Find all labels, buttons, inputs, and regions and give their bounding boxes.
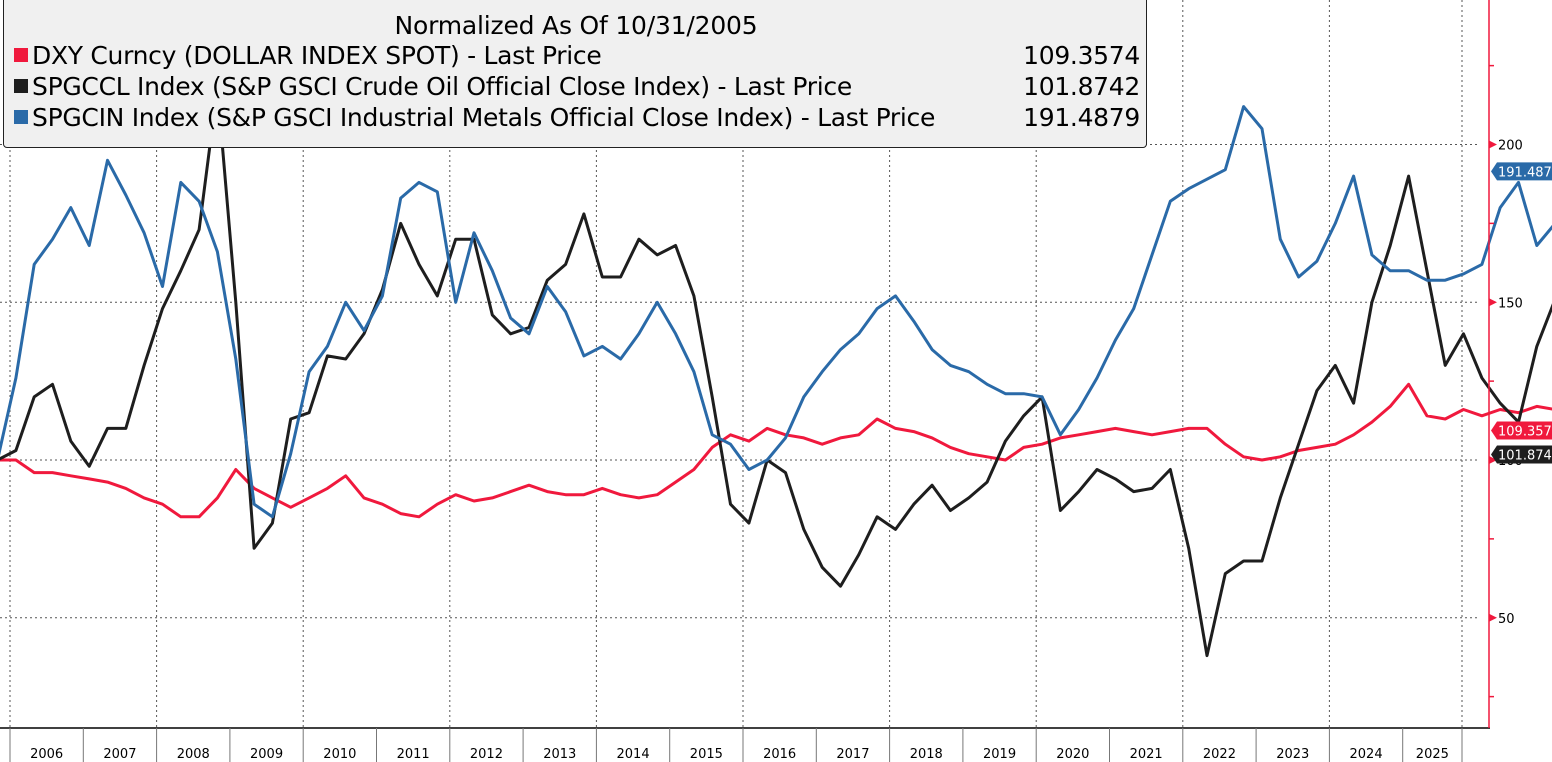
x-tick-label: 2020 xyxy=(1056,747,1089,762)
legend-label: DXY Curncy (DOLLAR INDEX SPOT) - Last Pr… xyxy=(32,41,602,70)
legend-row-spgcin: SPGCIN Index (S&P GSCI Industrial Metals… xyxy=(14,103,1140,133)
legend-row-dxy: DXY Curncy (DOLLAR INDEX SPOT) - Last Pr… xyxy=(14,41,1140,71)
x-tick-label: 2010 xyxy=(323,747,356,762)
y-tick-label: 200 xyxy=(1498,139,1523,154)
tag-value: 109.3574 xyxy=(1498,424,1552,439)
y-tick-label: 50 xyxy=(1498,612,1515,627)
legend-swatch-black xyxy=(14,79,28,93)
x-tick-label: 2022 xyxy=(1203,747,1236,762)
x-tick-label: 2012 xyxy=(470,747,503,762)
tag-value: 191.4879 xyxy=(1498,165,1552,180)
x-tick-label: 2015 xyxy=(690,747,723,762)
x-tick-label: 2025 xyxy=(1416,747,1449,762)
y-tick-marker xyxy=(1489,613,1497,622)
x-tick-label: 2006 xyxy=(30,747,63,762)
last-value-tags: 109.3574 101.8742 191.4879 xyxy=(1491,162,1552,464)
tag-value: 101.8742 xyxy=(1498,448,1552,463)
y-tick-marker xyxy=(1489,140,1497,149)
legend-value: 101.8742 xyxy=(1023,72,1140,101)
x-tick-label: 2011 xyxy=(397,747,430,762)
x-tick-label: 2016 xyxy=(763,747,796,762)
last-value-tag-0: 109.3574 xyxy=(1491,421,1552,440)
x-tick-label: 2018 xyxy=(910,747,943,762)
tag-shape xyxy=(1491,445,1552,464)
y-tick-marker xyxy=(1489,456,1497,464)
legend: Normalized As Of 10/31/2005 DXY Curncy (… xyxy=(3,0,1147,148)
legend-value: 109.3574 xyxy=(1023,41,1140,70)
legend-label: SPGCIN Index (S&P GSCI Industrial Metals… xyxy=(32,103,936,132)
x-tick-label: 2008 xyxy=(177,747,210,762)
y-tick-label: 150 xyxy=(1498,296,1523,311)
x-tick-label: 2007 xyxy=(103,747,136,762)
series-lines xyxy=(0,86,1552,658)
x-tick-label: 2009 xyxy=(250,747,283,762)
series-line-1 xyxy=(0,86,1552,658)
x-tick-label: 2014 xyxy=(617,747,650,762)
tag-shape xyxy=(1491,421,1552,440)
legend-swatch-red xyxy=(14,48,28,62)
legend-row-spgccl: SPGCCL Index (S&P GSCI Crude Oil Officia… xyxy=(14,72,1140,102)
legend-title: Normalized As Of 10/31/2005 xyxy=(394,11,758,40)
tag-shape xyxy=(1491,162,1552,181)
legend-value: 191.4879 xyxy=(1023,103,1140,132)
x-tick-label: 2024 xyxy=(1350,747,1383,762)
x-tick-label: 2023 xyxy=(1276,747,1309,762)
x-tick-label: 2021 xyxy=(1130,747,1163,762)
x-tick-label: 2017 xyxy=(836,747,869,762)
last-value-tag-2: 191.4879 xyxy=(1491,162,1552,181)
series-line-0 xyxy=(0,382,1552,519)
legend-swatch-blue xyxy=(14,110,28,124)
last-value-tag-1: 101.8742 xyxy=(1491,445,1552,464)
y-tick-marker xyxy=(1489,298,1497,307)
x-tick-label: 2019 xyxy=(983,747,1016,762)
series-line-2 xyxy=(0,105,1552,519)
x-tick-label: 2013 xyxy=(543,747,576,762)
legend-label: SPGCCL Index (S&P GSCI Crude Oil Officia… xyxy=(32,72,852,101)
